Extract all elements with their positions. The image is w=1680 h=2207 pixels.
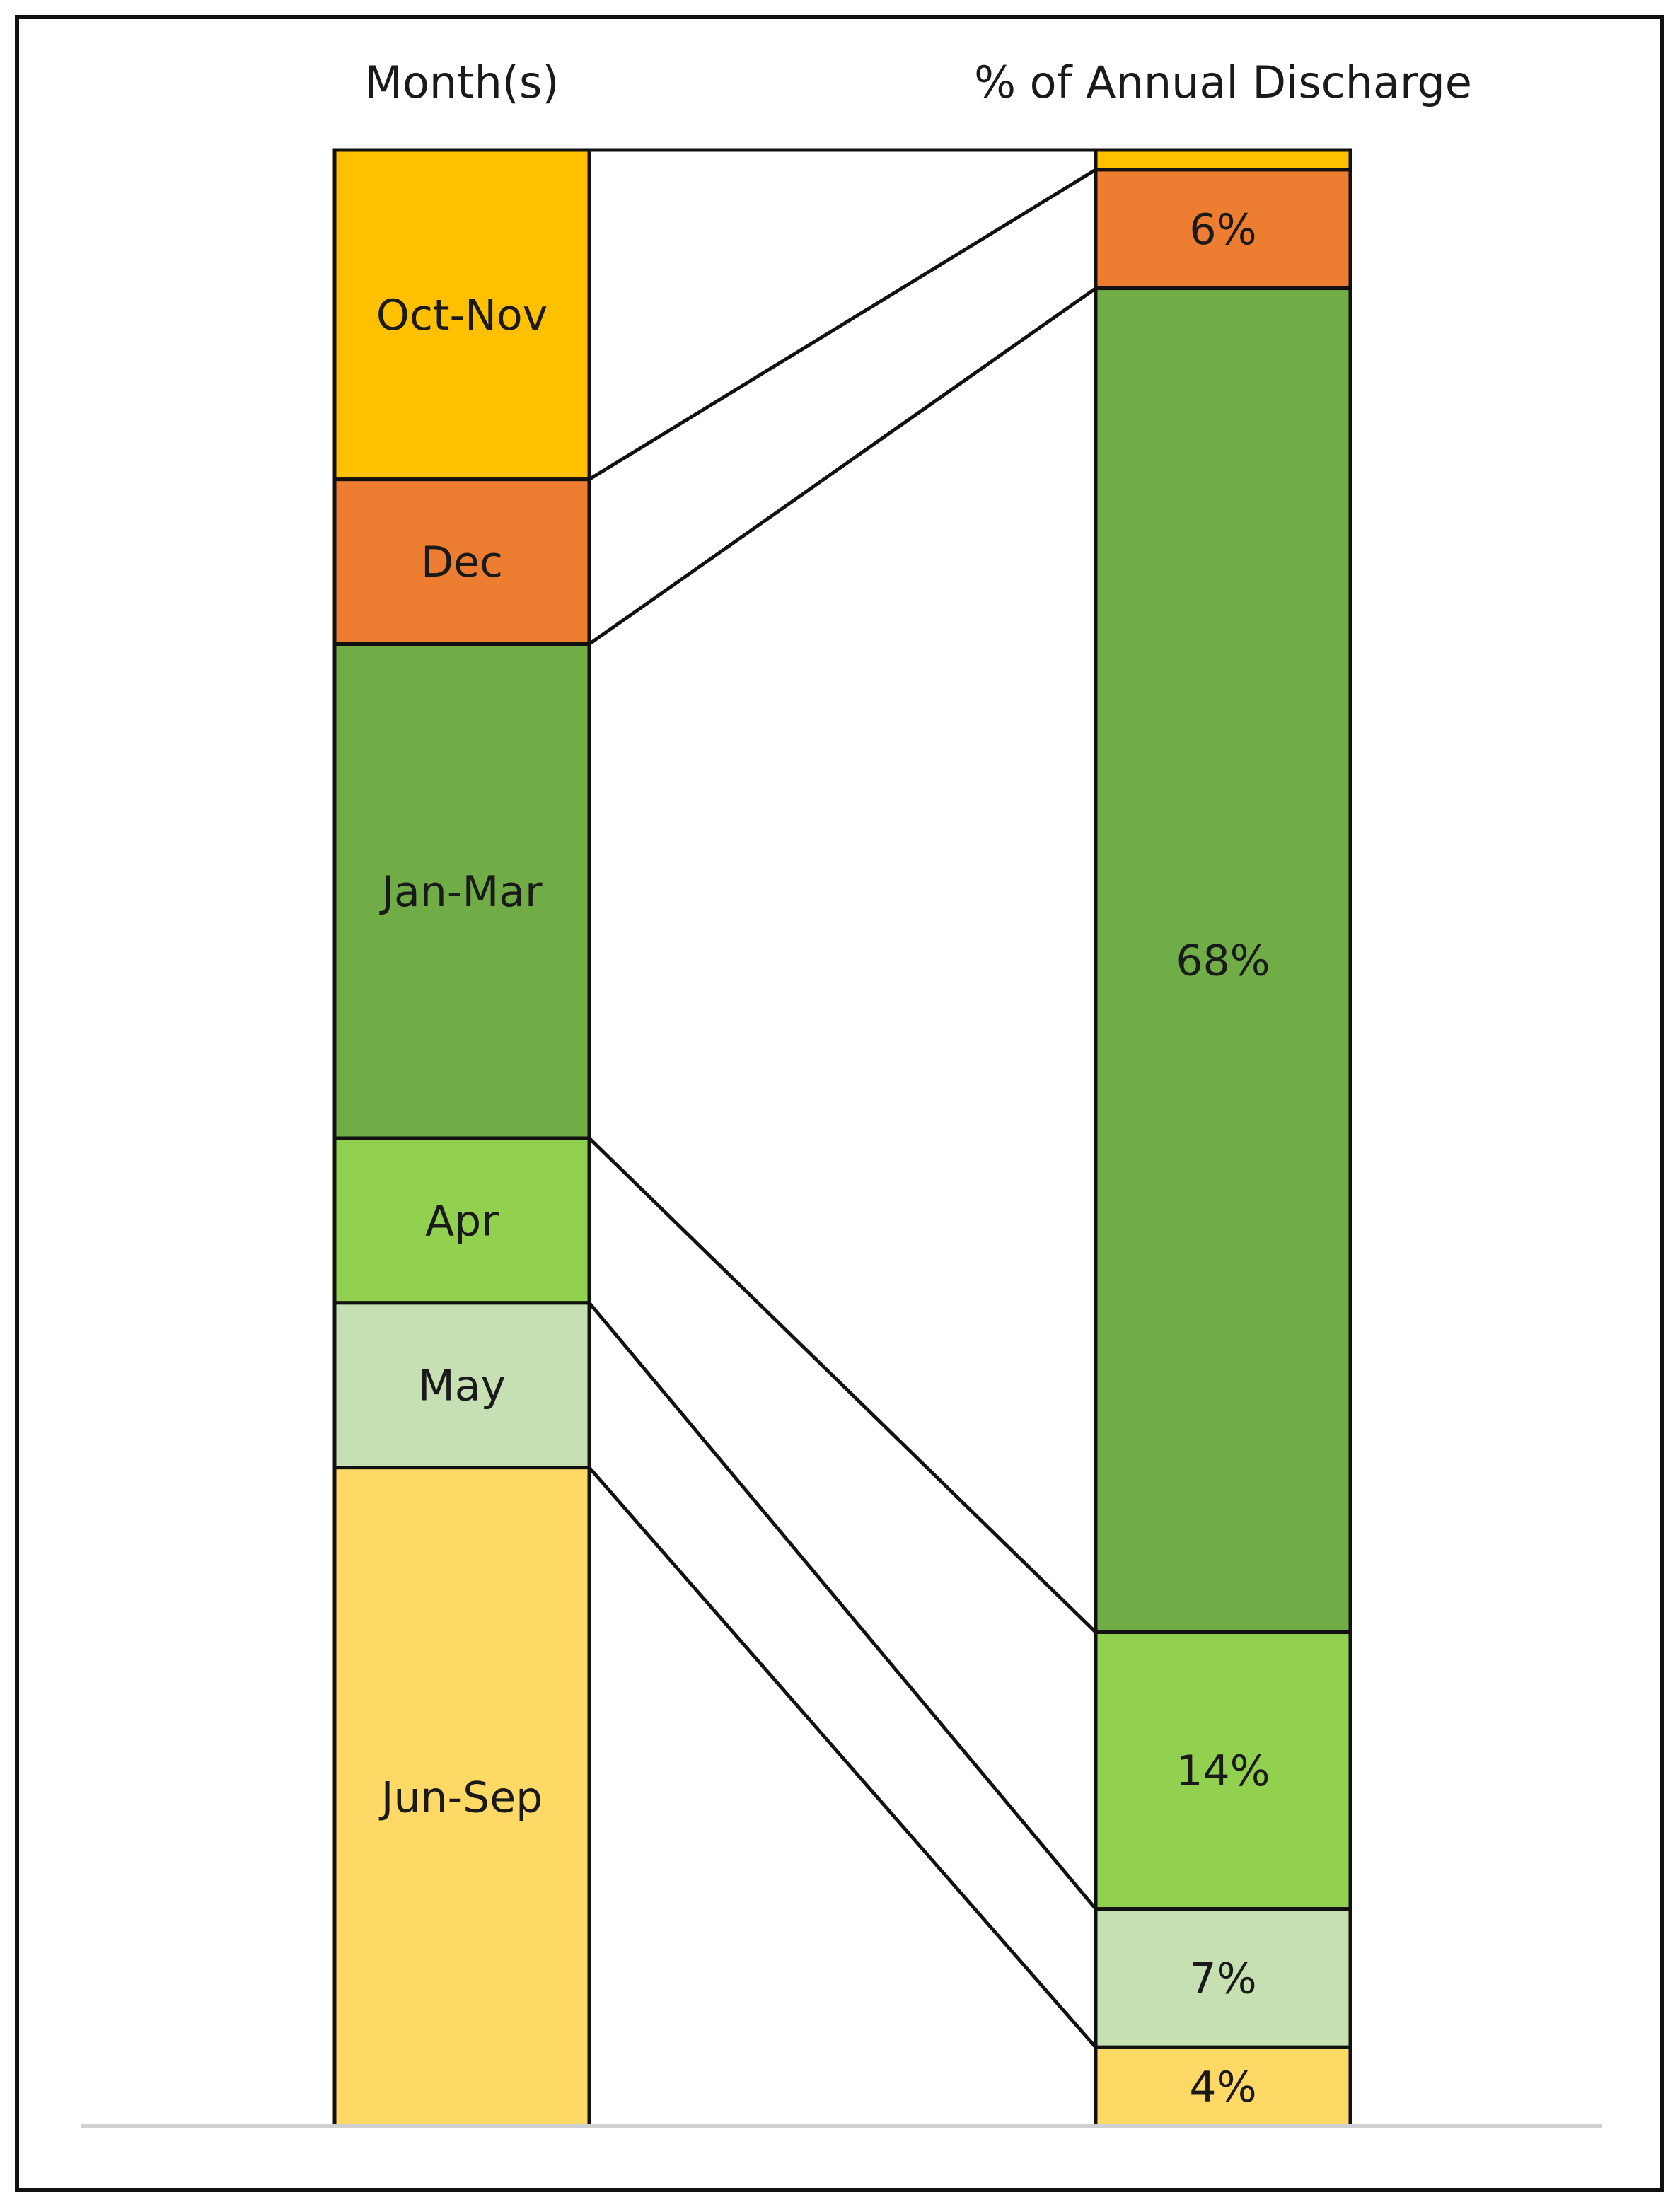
discharge-segment-dec xyxy=(1094,168,1352,291)
discharge-segment-may xyxy=(1094,1907,1352,2049)
months-label-apr: Apr xyxy=(425,1196,499,1246)
months-label-jun-sep: Jun-Sep xyxy=(378,1773,543,1822)
connector-5 xyxy=(588,1466,1097,2049)
figure-frame xyxy=(15,15,1664,2192)
connector-2 xyxy=(588,286,1097,646)
discharge-label-dec: 6% xyxy=(1189,205,1256,255)
months-label-oct-nov: Oct-Nov xyxy=(376,291,548,340)
months-segment-may xyxy=(332,1301,591,1470)
connector-1 xyxy=(588,168,1097,481)
months-label-jan-mar: Jan-Mar xyxy=(378,867,543,917)
months-bar: Oct-Nov Dec Jan-Mar Apr May Jun-Sep xyxy=(332,148,591,2128)
discharge-segment-jan-mar xyxy=(1094,286,1352,1635)
months-segment-jan-mar xyxy=(332,642,591,1140)
discharge-column-header: % of Annual Discharge xyxy=(974,57,1472,108)
discharge-label-jun-sep: 4% xyxy=(1189,2063,1256,2112)
months-label-may: May xyxy=(418,1361,506,1410)
connector-3 xyxy=(588,1137,1097,1634)
discharge-label-jan-mar: 68% xyxy=(1176,937,1270,986)
discharge-label-apr: 14% xyxy=(1176,1747,1270,1796)
months-column-header: Month(s) xyxy=(364,57,559,108)
months-segment-apr xyxy=(332,1136,591,1305)
months-label-dec: Dec xyxy=(421,538,503,587)
connector-lines xyxy=(588,148,1097,2049)
discharge-bar: 6% 68% 14% 7% 4% xyxy=(1094,148,1352,2128)
months-segment-dec xyxy=(332,477,591,647)
connector-4 xyxy=(588,1302,1097,1911)
discharge-segment-oct-nov xyxy=(1094,148,1352,172)
discharge-label-may: 7% xyxy=(1189,1954,1256,2003)
months-segment-jun-sep xyxy=(332,1466,591,2128)
